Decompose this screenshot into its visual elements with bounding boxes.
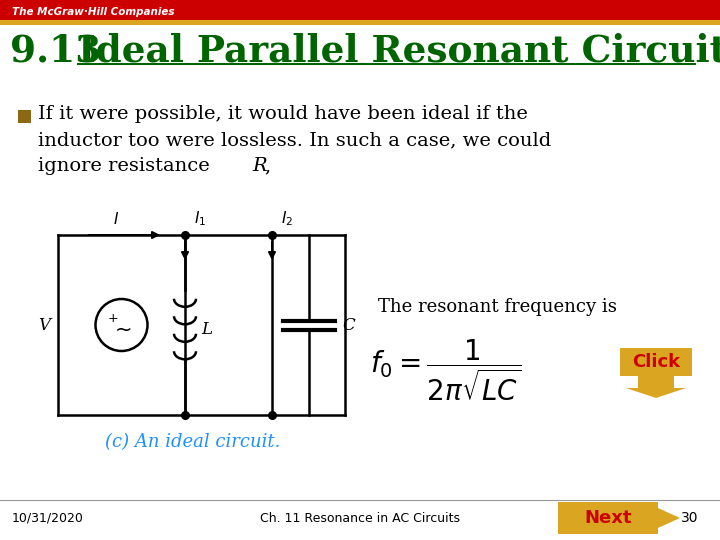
Text: $I_1$: $I_1$ <box>194 210 206 228</box>
Polygon shape <box>626 376 686 398</box>
Bar <box>558 502 658 534</box>
Bar <box>18 110 31 123</box>
Text: The McGraw·Hill Companies: The McGraw·Hill Companies <box>12 7 174 17</box>
Bar <box>0 0 720 25</box>
Text: Ideal Parallel Resonant Circuit:-: Ideal Parallel Resonant Circuit:- <box>78 33 720 70</box>
Text: 9.13: 9.13 <box>10 33 102 70</box>
Text: $I$: $I$ <box>114 211 120 227</box>
Text: Next: Next <box>584 509 631 527</box>
Text: 30: 30 <box>681 511 698 525</box>
Polygon shape <box>658 508 680 528</box>
Text: (c) An ideal circuit.: (c) An ideal circuit. <box>105 433 280 451</box>
Text: Ch. 11 Resonance in AC Circuits: Ch. 11 Resonance in AC Circuits <box>260 511 460 524</box>
Bar <box>620 348 692 376</box>
Text: ignore resistance: ignore resistance <box>38 157 216 175</box>
Text: V: V <box>38 316 50 334</box>
Text: $I_2$: $I_2$ <box>281 210 293 228</box>
Text: +: + <box>107 312 118 325</box>
Text: The resonant frequency is: The resonant frequency is <box>378 298 617 316</box>
Text: L: L <box>201 321 212 339</box>
Text: Click: Click <box>632 353 680 371</box>
Bar <box>0 20 720 25</box>
Text: If it were possible, it would have been ideal if the: If it were possible, it would have been … <box>38 105 528 123</box>
Text: ~: ~ <box>114 320 132 340</box>
Text: 10/31/2020: 10/31/2020 <box>12 511 84 524</box>
Text: ,: , <box>264 157 270 175</box>
Text: C: C <box>343 316 355 334</box>
Text: inductor too were lossless. In such a case, we could: inductor too were lossless. In such a ca… <box>38 131 552 149</box>
Text: R: R <box>252 157 266 175</box>
Text: $f_0 = \dfrac{1}{2\pi\sqrt{LC}}$: $f_0 = \dfrac{1}{2\pi\sqrt{LC}}$ <box>370 338 521 403</box>
